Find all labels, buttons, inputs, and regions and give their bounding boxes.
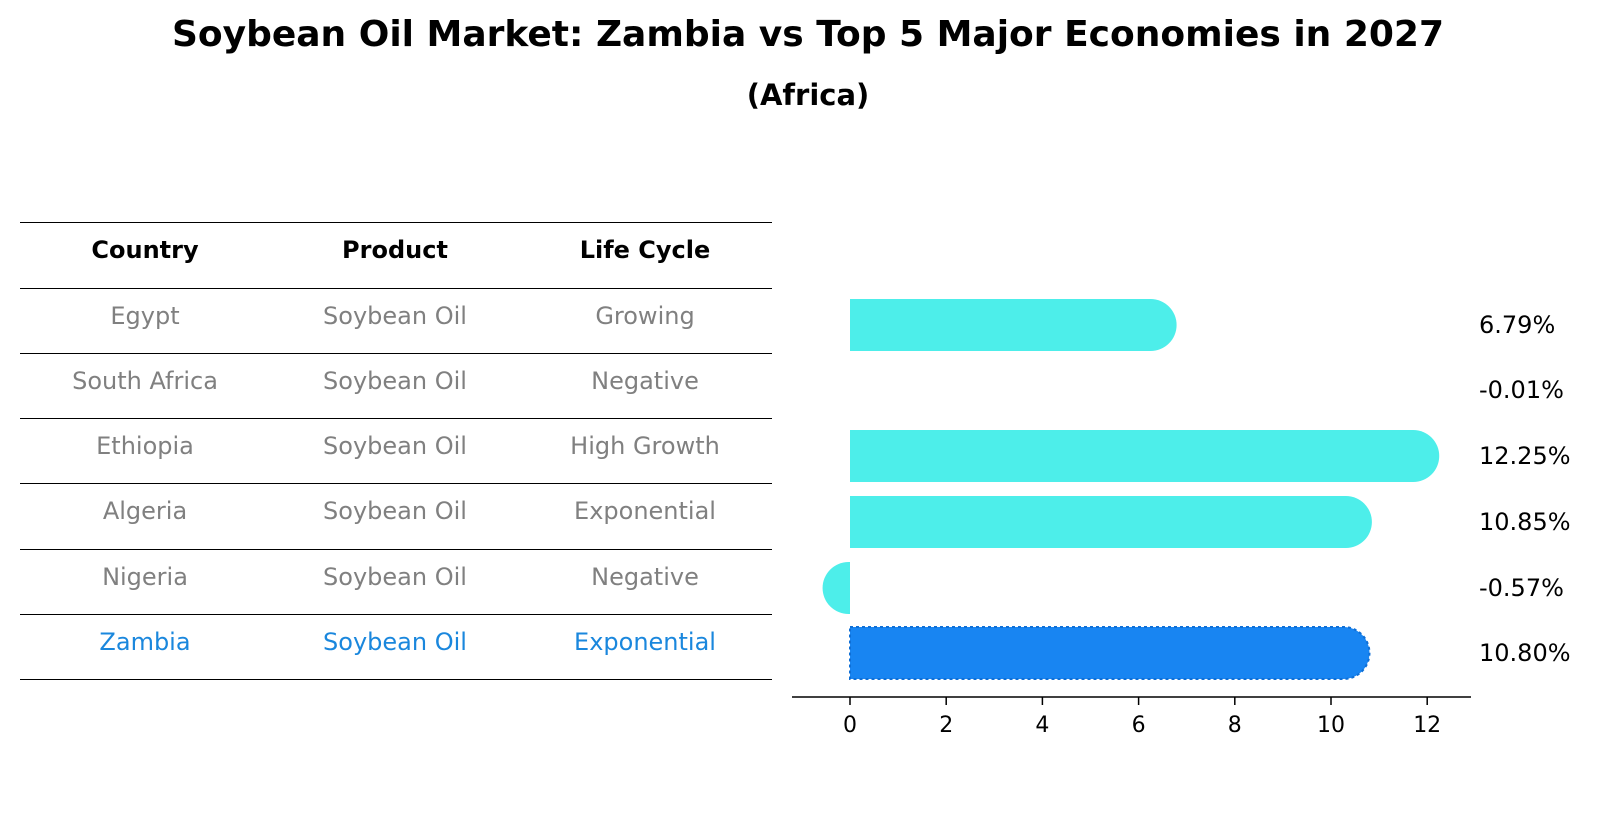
table-rule	[20, 614, 772, 615]
bar-highlight	[849, 626, 1371, 680]
table-cell-product: Soybean Oil	[323, 563, 467, 591]
chart-subtitle: (Africa)	[746, 78, 870, 112]
value-label: -0.01%	[1479, 376, 1564, 404]
table-cell-country: Egypt	[110, 302, 180, 330]
table-cell-product: Soybean Oil	[323, 432, 467, 460]
table-cell-life-cycle: High Growth	[570, 432, 720, 460]
x-tick-label: 2	[939, 713, 953, 738]
table-rule	[20, 222, 772, 223]
table-cell-country: Nigeria	[102, 563, 188, 591]
x-tick-label: 10	[1317, 713, 1345, 738]
table-rule	[20, 679, 772, 680]
table-cell-country: Ethiopia	[96, 432, 194, 460]
table-cell-country: South Africa	[72, 367, 218, 395]
table-cell-product: Soybean Oil	[323, 302, 467, 330]
table-cell-product-highlight: Soybean Oil	[323, 628, 467, 656]
table-rule	[20, 418, 772, 419]
table-cell-life-cycle: Negative	[591, 367, 699, 395]
x-tick-label: 12	[1413, 713, 1441, 738]
table-cell-product: Soybean Oil	[323, 367, 467, 395]
x-tick-label: 6	[1132, 713, 1146, 738]
chart-title: Soybean Oil Market: Zambia vs Top 5 Majo…	[171, 14, 1445, 55]
bar	[822, 562, 850, 614]
table-rule	[20, 549, 772, 550]
table-cell-country: Algeria	[102, 497, 188, 525]
table-cell-life-cycle: Growing	[595, 302, 695, 330]
table-cell-country-highlight: Zambia	[99, 628, 191, 656]
bar	[850, 430, 1440, 482]
table-rule	[20, 483, 772, 484]
value-label: 6.79%	[1479, 311, 1555, 339]
table-rule	[20, 288, 772, 289]
table-header-product: Product	[342, 236, 448, 264]
value-label: 10.85%	[1479, 508, 1571, 536]
table-header-country: Country	[91, 236, 199, 264]
table-rule	[20, 353, 772, 354]
table-cell-life-cycle-highlight: Exponential	[574, 628, 716, 656]
value-label: -0.57%	[1479, 574, 1564, 602]
table-cell-product: Soybean Oil	[323, 497, 467, 525]
x-tick-label: 8	[1228, 713, 1242, 738]
bar	[850, 299, 1177, 351]
x-tick-label: 4	[1035, 713, 1049, 738]
value-label: 12.25%	[1479, 442, 1571, 470]
value-label: 10.80%	[1479, 639, 1571, 667]
table-cell-life-cycle: Exponential	[574, 497, 716, 525]
bar	[850, 496, 1372, 548]
table-cell-life-cycle: Negative	[591, 563, 699, 591]
table-header-life-cycle: Life Cycle	[579, 236, 711, 264]
x-tick-label: 0	[843, 713, 857, 738]
